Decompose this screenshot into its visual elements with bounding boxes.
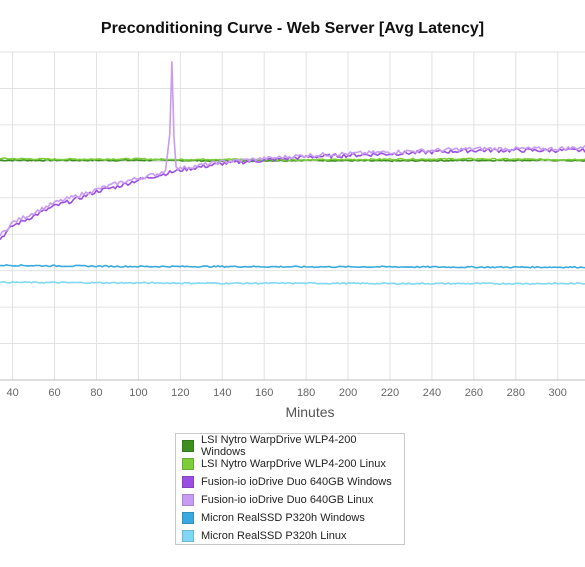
series-line-5 [0, 264, 585, 269]
x-tick-labels: 40 60 80 100 120 140 160 180 200 220 240 260 280 300 [6, 387, 566, 399]
legend-label: LSI Nytro WarpDrive WLP4-200 Windows [201, 434, 357, 458]
legend-label: Micron RealSSD P320h Windows [201, 512, 365, 524]
x-tick-label: 220 [381, 387, 399, 399]
x-tick-label: 140 [213, 387, 231, 399]
legend: LSI Nytro WarpDrive WLP4-200 Windows LSI … [175, 433, 405, 545]
x-tick-label: 120 [171, 387, 189, 399]
x-tick-label: 100 [129, 387, 147, 399]
legend-label: Micron RealSSD P320h Linux [201, 530, 347, 542]
chart-title: Preconditioning Curve - Web Server [Avg … [100, 20, 485, 37]
legend-item: Micron RealSSD P320h Windows [182, 509, 404, 527]
legend-swatch [182, 476, 194, 488]
x-tick-label: 80 [90, 387, 102, 399]
x-tick-label: 260 [465, 387, 483, 399]
legend-label: LSI Nytro WarpDrive WLP4-200 Linux [201, 458, 386, 470]
x-tick-label: 300 [549, 387, 567, 399]
legend-item: LSI Nytro WarpDrive WLP4-200 Windows [182, 434, 404, 458]
legend-swatch [182, 494, 194, 506]
legend-item: LSI Nytro WarpDrive WLP4-200 Linux [182, 455, 404, 473]
legend-item: Micron RealSSD P320h Linux [182, 527, 404, 545]
series-line-6 [0, 280, 585, 285]
legend-label: Fusion-io ioDrive Duo 640GB Linux [201, 494, 374, 506]
legend-swatch [182, 440, 194, 452]
x-tick-label: 240 [423, 387, 441, 399]
series-line-1 [0, 158, 585, 163]
legend-swatch [182, 512, 194, 524]
x-tick-label: 60 [48, 387, 60, 399]
legend-swatch [182, 458, 194, 470]
x-tick-label: 180 [297, 387, 315, 399]
gridlines [0, 51, 585, 381]
x-tick-label: 40 [6, 387, 18, 399]
x-axis-label: Minutes [285, 404, 334, 420]
x-tick-label: 280 [507, 387, 525, 399]
legend-swatch [182, 530, 194, 542]
x-tick-label: 160 [255, 387, 273, 399]
series-line-2 [0, 157, 585, 162]
x-tick-label: 200 [339, 387, 357, 399]
series-lines [0, 61, 585, 285]
legend-item: Fusion-io ioDrive Duo 640GB Linux [182, 491, 404, 509]
legend-item: Fusion-io ioDrive Duo 640GB Windows [182, 473, 404, 491]
legend-label: Fusion-io ioDrive Duo 640GB Windows [201, 476, 392, 488]
series-line-4 [0, 61, 585, 237]
